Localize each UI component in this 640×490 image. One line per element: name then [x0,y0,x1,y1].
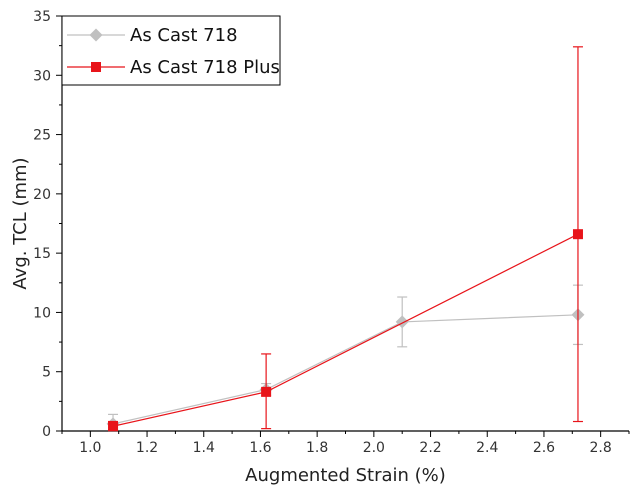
x-axis-title: Augmented Strain (%) [245,465,446,486]
x-tick-label: 2.4 [476,440,498,456]
x-axis: 1.0 1.2 1.4 1.6 1.8 2.0 2.2 2.4 2.6 2.8 [61,431,630,456]
x-tick-label: 2.0 [363,440,385,456]
x-tick-label: 2.8 [590,440,612,456]
data-point [108,421,119,432]
x-tick-label: 1.0 [79,440,101,456]
x-tick-label: 1.8 [306,440,328,456]
legend-marker [91,62,101,72]
data-point [395,315,409,329]
x-tick-label: 1.6 [249,440,271,456]
y-tick-label: 35 [33,9,51,25]
x-tick-label: 2.2 [419,440,441,456]
y-tick-label: 20 [33,187,51,203]
series-line [112,314,578,425]
y-tick-label: 5 [42,365,51,381]
x-tick-label: 1.4 [193,440,215,456]
series-as-cast-718 [106,284,585,431]
y-tick-label: 25 [33,128,51,144]
y-tick-label: 10 [33,305,51,321]
y-tick-label: 15 [33,246,51,262]
legend: As Cast 718 As Cast 718 Plus [61,15,281,86]
data-point [261,386,272,397]
legend-label: As Cast 718 [130,25,238,46]
series-line [112,233,579,427]
legend-label: As Cast 718 Plus [130,57,280,78]
y-axis-title: Avg. TCL (mm) [10,157,31,289]
y-tick-label: 0 [42,424,51,440]
y-tick-label: 30 [33,68,51,84]
x-tick-label: 1.2 [136,440,158,456]
y-axis: 0 5 10 15 20 25 30 35 [33,9,62,440]
series-as-cast-718-plus [108,46,583,432]
x-tick-label: 2.6 [533,440,555,456]
legend-marker [89,28,103,42]
legend-box [61,15,281,86]
data-point [572,229,583,240]
series-layer [106,46,585,432]
